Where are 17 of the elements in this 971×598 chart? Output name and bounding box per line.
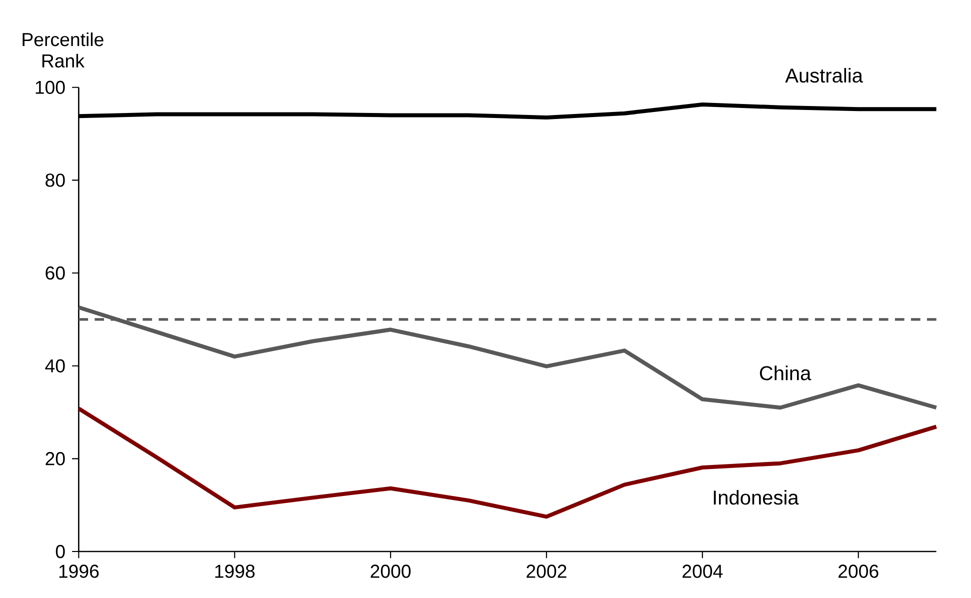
x-tick-label: 1996 [59, 564, 99, 578]
x-tick-label: 2004 [682, 564, 723, 578]
y-tick-label: 0 [56, 545, 65, 558]
x-tick-label: 1998 [215, 564, 255, 578]
y-tick-label: 40 [45, 359, 65, 373]
line-series [76, 406, 938, 519]
y-tick-label: 20 [46, 452, 65, 466]
y-tick-label: 60 [46, 266, 65, 280]
series-label: China [760, 366, 812, 381]
series-label: Indonesia [714, 490, 799, 505]
series-label: Australia [785, 68, 863, 83]
x-tick-label: 2006 [838, 564, 878, 578]
y-tick-label: 80 [46, 174, 65, 188]
y-axis-title: Percentile Rank [22, 32, 104, 68]
x-tick-label: 2002 [526, 564, 566, 578]
x-tick-label: 2000 [370, 564, 411, 578]
y-tick-label: 100 [36, 80, 65, 94]
